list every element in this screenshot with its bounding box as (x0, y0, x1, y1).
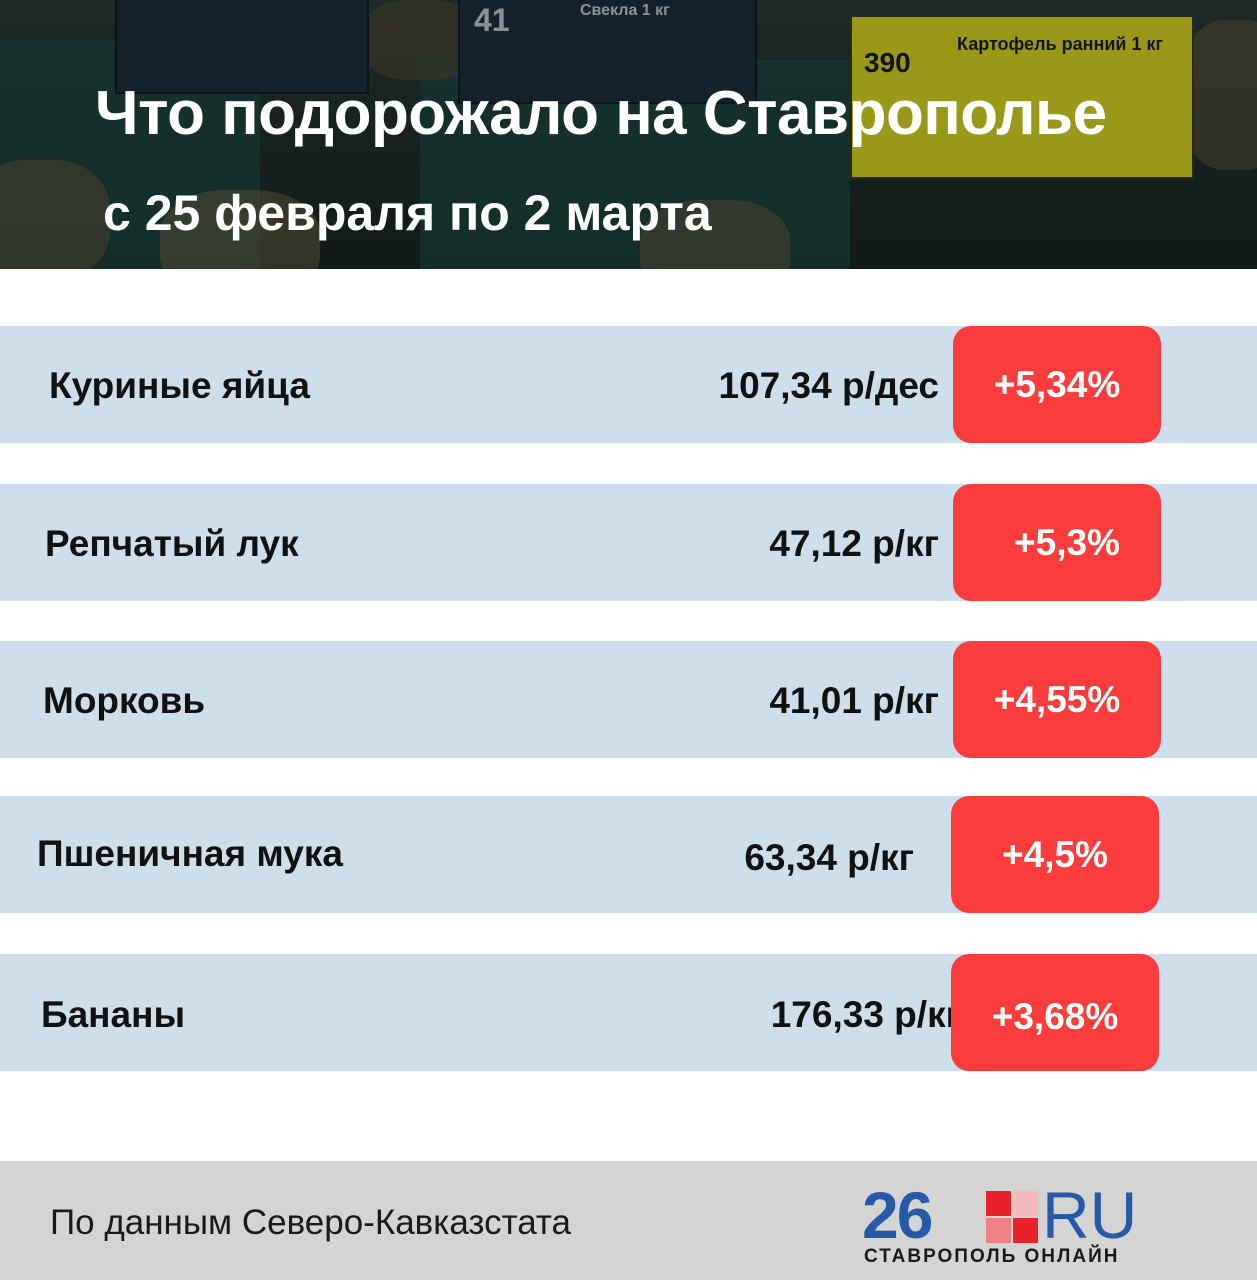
potato-shape (640, 200, 790, 269)
change-badge: +5,3% (953, 484, 1161, 601)
item-price: 176,33 р/кг (770, 994, 961, 1035)
item-name: Репчатый лук (45, 523, 299, 564)
change-badge: +4,55% (953, 641, 1161, 758)
logo-squares-icon (986, 1191, 1038, 1243)
change-badge: +5,34% (953, 326, 1161, 443)
change-value: +5,3% (1014, 522, 1120, 563)
price-tag-label: Свекла 1 кг (580, 2, 670, 19)
change-badge: +4,5% (951, 796, 1159, 913)
footer: По данным Северо-Кавказстата 26 RU СТАВР… (0, 1161, 1257, 1280)
price-tag-yellow: 390 Картофель ранний 1 кг (850, 15, 1194, 179)
change-value: +5,34% (993, 364, 1121, 405)
item-name: Куриные яйца (49, 365, 310, 406)
item-price: 47,12 р/кг (769, 523, 939, 564)
price-tag-photo (115, 0, 369, 94)
potato-shape (160, 190, 320, 269)
item-price: 41,01 р/кг (769, 680, 939, 721)
site-logo[interactable]: 26 RU СТАВРОПОЛЬ ОНЛАЙН (862, 1178, 1162, 1273)
item-price: 63,34 р/кг (744, 837, 914, 878)
photo-shade (0, 0, 1257, 269)
change-badge: +3,68% (951, 954, 1159, 1071)
header-photo: 41 Свекла 1 кг 390 Картофель ранний 1 кг (0, 0, 1257, 269)
page-title: Что подорожало на Ставрополье (95, 79, 1107, 148)
item-name: Бананы (41, 994, 186, 1035)
change-value: +3,68% (991, 996, 1119, 1037)
change-value: +4,55% (993, 679, 1121, 720)
price-tag-number: 41 (474, 2, 510, 38)
logo-domain: RU (1042, 1178, 1138, 1252)
price-tag-label: Картофель ранний 1 кг (957, 34, 1163, 54)
logo-tagline: СТАВРОПОЛЬ ОНЛАЙН (864, 1246, 1120, 1267)
item-name: Пшеничная мука (37, 833, 343, 874)
change-value: +4,5% (1002, 834, 1108, 875)
item-name: Морковь (43, 680, 206, 721)
source-note: По данным Северо-Кавказстата (50, 1203, 572, 1242)
item-price: 107,34 р/дес (718, 365, 939, 406)
page-subtitle: с 25 февраля по 2 марта (103, 185, 712, 241)
logo-number: 26 (862, 1178, 933, 1252)
potato-shape (0, 160, 110, 269)
price-tag-number: 390 (864, 47, 911, 78)
price-tag-photo: 41 Свекла 1 кг (458, 0, 757, 104)
